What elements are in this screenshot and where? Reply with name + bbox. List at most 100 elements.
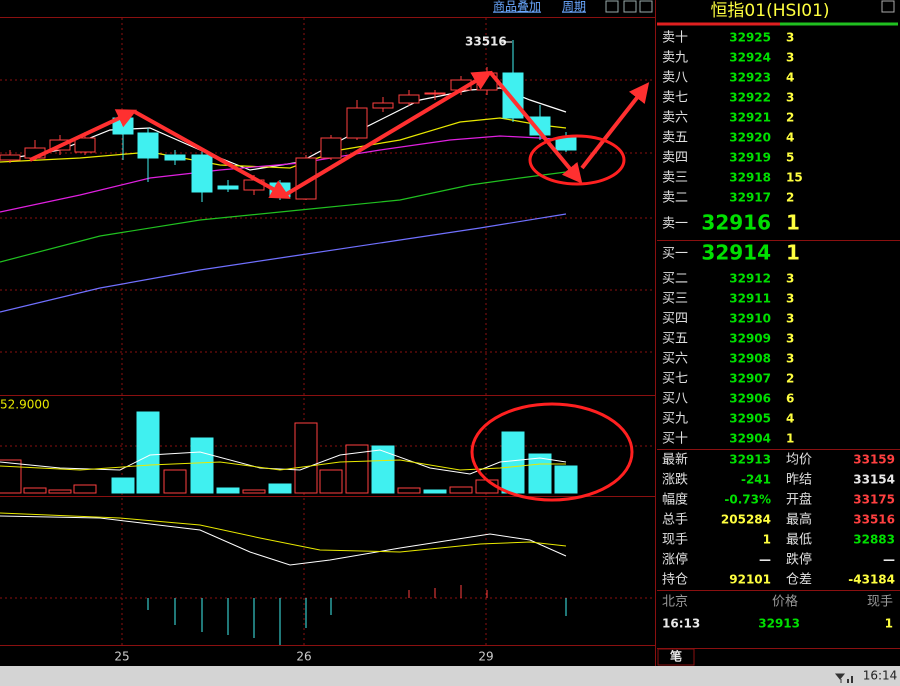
book-volume: 3 xyxy=(786,51,794,65)
book-volume: 1 xyxy=(786,241,800,265)
candle-body xyxy=(320,137,342,159)
macd-line xyxy=(0,515,567,566)
annotation-arrow xyxy=(134,110,291,199)
book-volume: 1 xyxy=(786,211,800,235)
book-volume: 4 xyxy=(786,71,794,85)
stat-label: 涨跌 xyxy=(662,472,688,488)
stat-value: — xyxy=(759,553,771,567)
book-label: 卖一 xyxy=(662,217,688,232)
stat-label: 现手 xyxy=(662,533,688,548)
book-price: 32905 xyxy=(729,412,771,426)
tick-column: 北京 xyxy=(662,595,688,610)
book-price: 32918 xyxy=(729,171,771,185)
book-volume: 15 xyxy=(786,171,803,185)
book-volume: 2 xyxy=(786,191,794,205)
stat-label: 持仓 xyxy=(662,573,688,588)
candle-body xyxy=(398,94,420,104)
tick-price: 32913 xyxy=(758,617,800,631)
book-price: 32920 xyxy=(729,131,771,145)
book-price: 32910 xyxy=(729,312,771,326)
date-label: 29 xyxy=(478,650,493,664)
annotation-arrow xyxy=(283,70,493,197)
stat-value: 205284 xyxy=(721,513,771,527)
book-price: 32919 xyxy=(729,151,771,165)
book-label: 买八 xyxy=(662,392,688,407)
book-price: 32916 xyxy=(701,211,771,235)
book-label: 买三 xyxy=(662,292,688,307)
status-bar xyxy=(0,666,900,686)
book-label: 卖八 xyxy=(662,71,688,86)
stat-label: 仓差 xyxy=(786,573,812,588)
book-label: 买九 xyxy=(662,412,688,427)
volume-bar xyxy=(73,484,97,494)
toolbar-icons[interactable] xyxy=(605,0,653,13)
volume-bar xyxy=(216,487,240,494)
stat-value: 33175 xyxy=(853,493,895,507)
book-volume: 1 xyxy=(786,432,794,446)
volume-bar xyxy=(345,444,369,494)
stat-value: 92101 xyxy=(729,573,771,587)
signal-icon xyxy=(847,679,849,683)
book-price: 32914 xyxy=(701,241,771,265)
stat-label: 最低 xyxy=(786,533,812,548)
candle-body xyxy=(137,132,159,159)
book-label: 买四 xyxy=(662,312,688,327)
book-label: 卖九 xyxy=(662,51,688,66)
stat-label: 幅度 xyxy=(662,492,688,508)
candle-body xyxy=(424,92,446,95)
book-price: 32911 xyxy=(729,292,771,306)
volume-bar xyxy=(23,487,47,494)
book-volume: 5 xyxy=(786,151,794,165)
candle-body xyxy=(164,154,186,161)
tab[interactable] xyxy=(657,648,695,666)
book-label: 卖四 xyxy=(662,151,688,166)
volume-ma xyxy=(0,449,567,475)
volume-bar xyxy=(371,445,395,494)
book-label: 买六 xyxy=(662,352,688,367)
book-label: 卖五 xyxy=(662,131,688,146)
stat-value: 32883 xyxy=(853,533,895,547)
stat-value: -43184 xyxy=(848,573,895,587)
book-label: 买五 xyxy=(662,332,688,347)
stat-label: 开盘 xyxy=(786,492,812,508)
candle-body xyxy=(0,154,21,161)
candle-body xyxy=(555,137,577,151)
book-price: 32922 xyxy=(729,91,771,105)
frame xyxy=(0,0,656,666)
book-price: 32923 xyxy=(729,71,771,85)
stat-value: 1 xyxy=(763,533,771,547)
volume-bar xyxy=(554,465,578,494)
stat-value: — xyxy=(883,553,895,567)
candle-body xyxy=(372,102,394,109)
overlay-link[interactable]: 商品叠加 xyxy=(493,0,541,14)
stat-value: -0.73% xyxy=(724,493,771,507)
book-price: 32917 xyxy=(729,191,771,205)
macd-signal xyxy=(0,512,567,553)
book-price: 32907 xyxy=(729,372,771,386)
book-price: 32904 xyxy=(729,432,771,446)
book-volume: 3 xyxy=(786,272,794,286)
book-price: 32909 xyxy=(729,332,771,346)
book-volume: 3 xyxy=(786,91,794,105)
maximize-icon[interactable] xyxy=(881,0,895,13)
volume-bar xyxy=(528,453,552,494)
volume-bar xyxy=(268,483,292,494)
volume-bar xyxy=(423,489,447,494)
instrument-title: 恒指01(HSI01) xyxy=(710,1,829,21)
volume-axis-label: 52.9000 xyxy=(0,398,50,412)
book-label: 买十 xyxy=(662,432,688,447)
moving-average xyxy=(0,213,567,313)
stat-label: 最高 xyxy=(786,512,812,528)
book-volume: 2 xyxy=(786,111,794,125)
annotation-arrow xyxy=(29,109,138,162)
plot xyxy=(0,40,650,645)
period-link[interactable]: 周期 xyxy=(562,0,586,14)
book-label: 买一 xyxy=(662,247,688,262)
book-volume: 4 xyxy=(786,131,794,145)
book-label: 买七 xyxy=(662,372,688,387)
book-label: 买二 xyxy=(662,272,688,287)
book-price: 32908 xyxy=(729,352,771,366)
book-volume: 3 xyxy=(786,332,794,346)
annotation-arrow xyxy=(488,70,583,184)
